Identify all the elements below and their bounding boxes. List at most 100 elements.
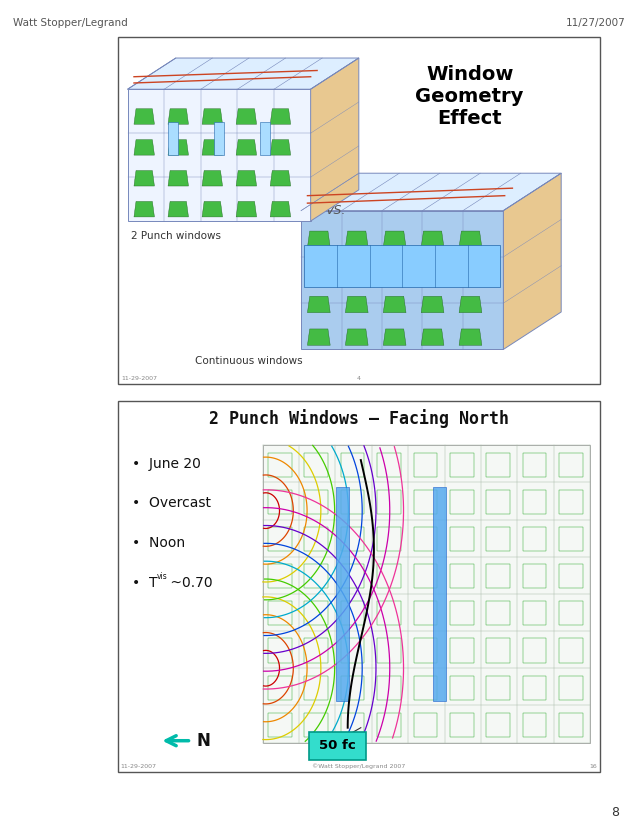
Polygon shape [345, 297, 368, 312]
Polygon shape [345, 231, 368, 247]
Bar [486, 564, 510, 588]
Bar [450, 453, 473, 477]
Polygon shape [202, 109, 223, 124]
Bar [377, 527, 401, 551]
Bar [377, 564, 401, 588]
Polygon shape [134, 170, 154, 186]
Polygon shape [308, 263, 330, 280]
Polygon shape [168, 170, 188, 186]
Bar [523, 564, 546, 588]
Text: Window
Geometry
Effect: Window Geometry Effect [415, 65, 524, 128]
Text: 11-29-2007: 11-29-2007 [121, 764, 156, 769]
Text: ©Watt Stopper/Legrand 2007: ©Watt Stopper/Legrand 2007 [312, 763, 406, 769]
Text: 11/27/2007: 11/27/2007 [565, 18, 625, 28]
Polygon shape [421, 329, 444, 345]
Bar [341, 453, 364, 477]
FancyBboxPatch shape [309, 732, 366, 760]
Text: Watt Stopper/Legrand: Watt Stopper/Legrand [13, 18, 128, 28]
Polygon shape [308, 297, 330, 312]
Bar [413, 601, 437, 625]
Bar [260, 122, 270, 155]
Bar [523, 453, 546, 477]
Bar [268, 638, 292, 662]
Bar [268, 527, 292, 551]
Bar [341, 601, 364, 625]
Bar [413, 490, 437, 514]
Text: •  Overcast: • Overcast [132, 496, 211, 510]
Bar [433, 487, 446, 701]
Bar [377, 638, 401, 662]
Bar [341, 713, 364, 737]
Bar [118, 401, 600, 772]
Polygon shape [202, 202, 223, 217]
Bar [450, 601, 473, 625]
Bar [341, 490, 364, 514]
Bar [268, 453, 292, 477]
Bar [523, 490, 546, 514]
Bar [559, 676, 582, 700]
Polygon shape [308, 231, 330, 247]
Polygon shape [128, 89, 311, 221]
Text: 50 fc: 50 fc [320, 739, 356, 752]
Bar [486, 638, 510, 662]
Polygon shape [134, 109, 154, 124]
Bar [304, 564, 328, 588]
Polygon shape [202, 170, 223, 186]
Bar [304, 245, 500, 287]
Bar [559, 490, 582, 514]
Bar [304, 490, 328, 514]
Polygon shape [383, 329, 406, 345]
Polygon shape [503, 173, 561, 349]
Bar [341, 638, 364, 662]
Bar [559, 638, 582, 662]
Polygon shape [236, 202, 256, 217]
Bar [268, 713, 292, 737]
Bar [262, 445, 590, 743]
Polygon shape [202, 140, 223, 155]
Bar [413, 638, 437, 662]
Bar [413, 453, 437, 477]
Bar [523, 601, 546, 625]
Text: 2 Punch windows: 2 Punch windows [131, 231, 221, 241]
Polygon shape [459, 263, 482, 280]
Text: 11-29-2007: 11-29-2007 [121, 376, 157, 381]
Polygon shape [271, 202, 291, 217]
Polygon shape [301, 211, 503, 349]
Polygon shape [345, 329, 368, 345]
Bar [304, 713, 328, 737]
Bar [450, 564, 473, 588]
Bar [413, 527, 437, 551]
Text: ~0.70: ~0.70 [166, 576, 212, 590]
Bar [559, 564, 582, 588]
Bar [450, 713, 473, 737]
Bar [377, 676, 401, 700]
Polygon shape [311, 58, 359, 221]
Polygon shape [168, 202, 188, 217]
Bar [214, 122, 224, 155]
Polygon shape [134, 202, 154, 217]
Bar [523, 638, 546, 662]
Polygon shape [383, 297, 406, 312]
Bar [336, 487, 350, 701]
Bar [341, 564, 364, 588]
Bar [268, 490, 292, 514]
Polygon shape [301, 173, 561, 211]
Bar [413, 676, 437, 700]
Bar [523, 527, 546, 551]
Text: •  T: • T [132, 576, 158, 590]
Bar [377, 601, 401, 625]
Polygon shape [345, 263, 368, 280]
Bar [413, 713, 437, 737]
Bar [486, 713, 510, 737]
Bar [450, 527, 473, 551]
Text: N: N [197, 732, 211, 750]
Bar [559, 713, 582, 737]
Bar [450, 638, 473, 662]
Text: vis: vis [156, 572, 167, 582]
Polygon shape [459, 231, 482, 247]
Polygon shape [128, 58, 359, 89]
Polygon shape [271, 170, 291, 186]
Bar [304, 453, 328, 477]
Bar [268, 564, 292, 588]
Bar [341, 527, 364, 551]
